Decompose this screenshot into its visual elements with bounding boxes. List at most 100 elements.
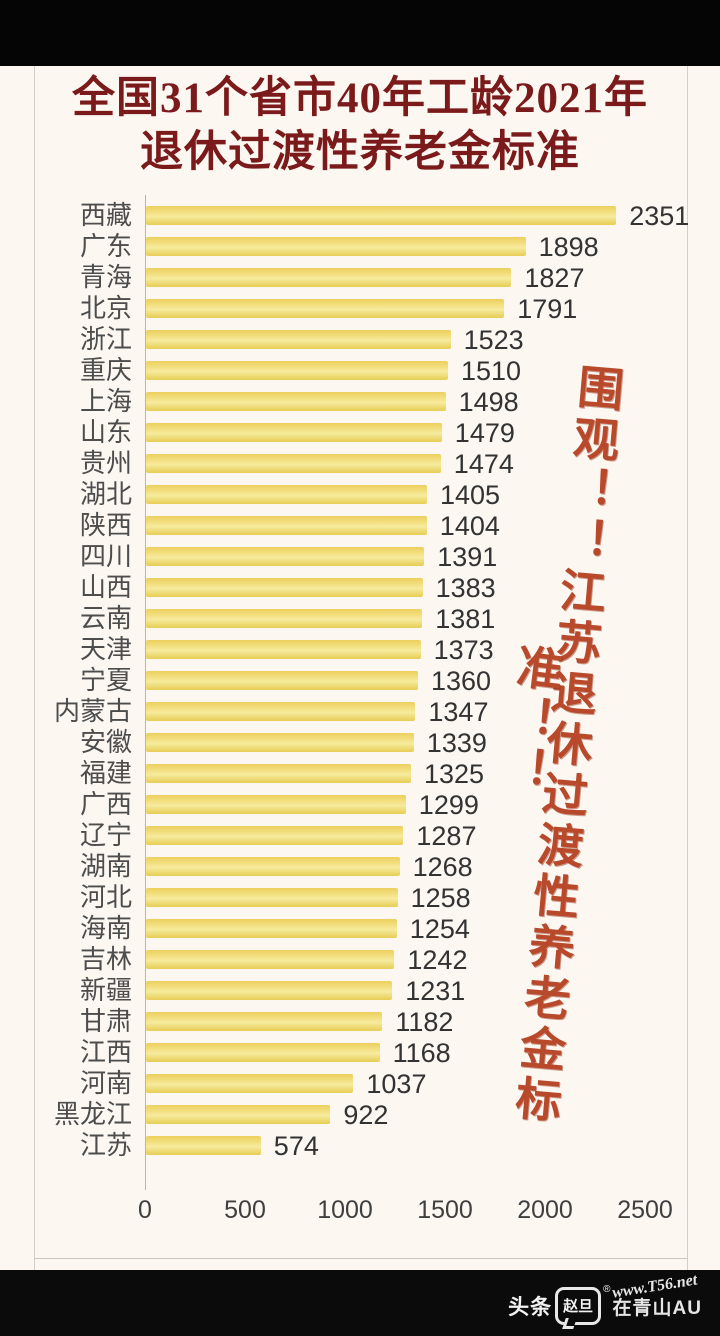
chart-row: 重庆 1510 [0,355,720,386]
chart-title-line1: 全国31个省市40年工龄2021年 [72,75,648,122]
bar [146,423,442,442]
chart-row: 广东 1898 [0,231,720,262]
bar [146,826,404,845]
left-border-line [34,66,35,1270]
value-label: 1231 [405,976,466,1006]
value-label: 1498 [458,387,519,417]
value-label: 1474 [453,449,514,479]
bar [146,485,427,504]
value-label: 1381 [435,604,496,634]
chart-row: 辽宁 1287 [0,820,720,851]
bar [146,516,427,535]
bar [146,1105,331,1124]
chart-row: 浙江 1523 [0,324,720,355]
chart-row: 西藏 2351 [0,200,720,231]
right-border-line [687,66,688,1270]
chart-row: 河南 1037 [0,1068,720,1099]
value-label: 1268 [412,852,473,882]
x-axis-tick-label: 1000 [317,1196,373,1224]
bar [146,361,448,380]
chart-row: 福建 1325 [0,758,720,789]
category-label: 青海 [79,263,132,292]
bar [146,578,423,597]
value-label: 1242 [407,945,468,975]
chart-row: 安徽 1339 [0,727,720,758]
infographic-canvas: 全国31个省市40年工龄2021年 退休过渡性养老金标准 西藏 2351 广东 189… [0,66,720,1270]
bar [146,609,423,628]
bar [146,454,441,473]
chart-row: 青海 1827 [0,262,720,293]
value-label: 1898 [538,232,599,262]
bottom-border-line [34,1258,687,1259]
chart-row: 湖北 1405 [0,479,720,510]
bar [146,1012,383,1031]
chart-row: 内蒙古 1347 [0,696,720,727]
category-label: 山西 [79,573,132,602]
category-label: 陕西 [79,511,132,540]
x-axis-tick-label: 0 [138,1196,152,1224]
bar [146,392,446,411]
value-label: 1168 [392,1038,451,1068]
watermark-prefix: 头条 [508,1296,553,1319]
value-label: 1339 [426,728,487,758]
value-label: 1791 [517,294,578,324]
chart-row: 湖南 1268 [0,851,720,882]
chart-row: 天津 1373 [0,634,720,665]
value-label: 1405 [440,480,501,510]
value-label: 1383 [435,573,496,603]
x-axis-tick-label: 2000 [517,1196,573,1224]
value-label: 574 [273,1131,319,1161]
category-label: 广东 [79,232,132,261]
category-label: 上海 [79,387,132,416]
category-label: 贵州 [79,449,132,478]
value-label: 1287 [416,821,477,851]
category-label: 北京 [79,294,132,323]
bar [146,950,395,969]
category-label: 江西 [79,1038,132,1067]
value-label: 1373 [433,635,494,665]
chart-row: 四川 1391 [0,541,720,572]
chart-row: 江苏 574 [0,1130,720,1161]
category-label: 甘肃 [79,1007,132,1036]
category-label: 辽宁 [79,821,132,850]
speech-bubble-tail [562,1318,577,1329]
bar [146,206,617,225]
x-axis: 0 500 1000 1500 2000 2500 [0,1196,720,1236]
x-axis-tick-label: 2500 [617,1196,673,1224]
toutiao-speech-bubble-logo: 赵旦 [555,1287,602,1329]
y-axis-line [145,195,146,1190]
watermark-username: 在青山AU [612,1297,702,1319]
chart-row: 陕西 1404 [0,510,720,541]
chart-row: 上海 1498 [0,386,720,417]
category-label: 广西 [79,790,132,819]
category-label: 海南 [79,914,132,943]
value-label: 1404 [439,511,500,541]
chart-row: 甘肃 1182 [0,1006,720,1037]
category-label: 湖南 [79,852,132,881]
logo-characters: 赵旦 [563,1297,594,1315]
chart-row: 新疆 1231 [0,975,720,1006]
category-label: 山东 [79,418,132,447]
chart-row: 广西 1299 [0,789,720,820]
bar [146,268,512,287]
bottom-black-bar: 头条 赵旦 ® 在青山AU www.T56.net [0,1270,720,1336]
bar [146,702,416,721]
bar [146,888,398,907]
chart-title: 全国31个省市40年工龄2021年 退休过渡性养老金标准 [40,72,680,180]
x-axis-tick-label: 1500 [417,1196,473,1224]
category-label: 天津 [79,635,132,664]
bar [146,981,393,1000]
bar [146,733,414,752]
bar [146,1136,261,1155]
bar [146,547,425,566]
chart-row: 江西 1168 [0,1037,720,1068]
chart-row: 河北 1258 [0,882,720,913]
category-label: 江苏 [79,1131,132,1160]
value-label: 2351 [629,201,690,231]
category-label: 四川 [79,542,132,571]
category-label: 浙江 [79,325,132,354]
registered-mark: ® [603,1284,611,1295]
value-label: 922 [343,1100,389,1130]
bar [146,330,451,349]
chart-title-line2: 退休过渡性养老金标准 [140,129,580,176]
